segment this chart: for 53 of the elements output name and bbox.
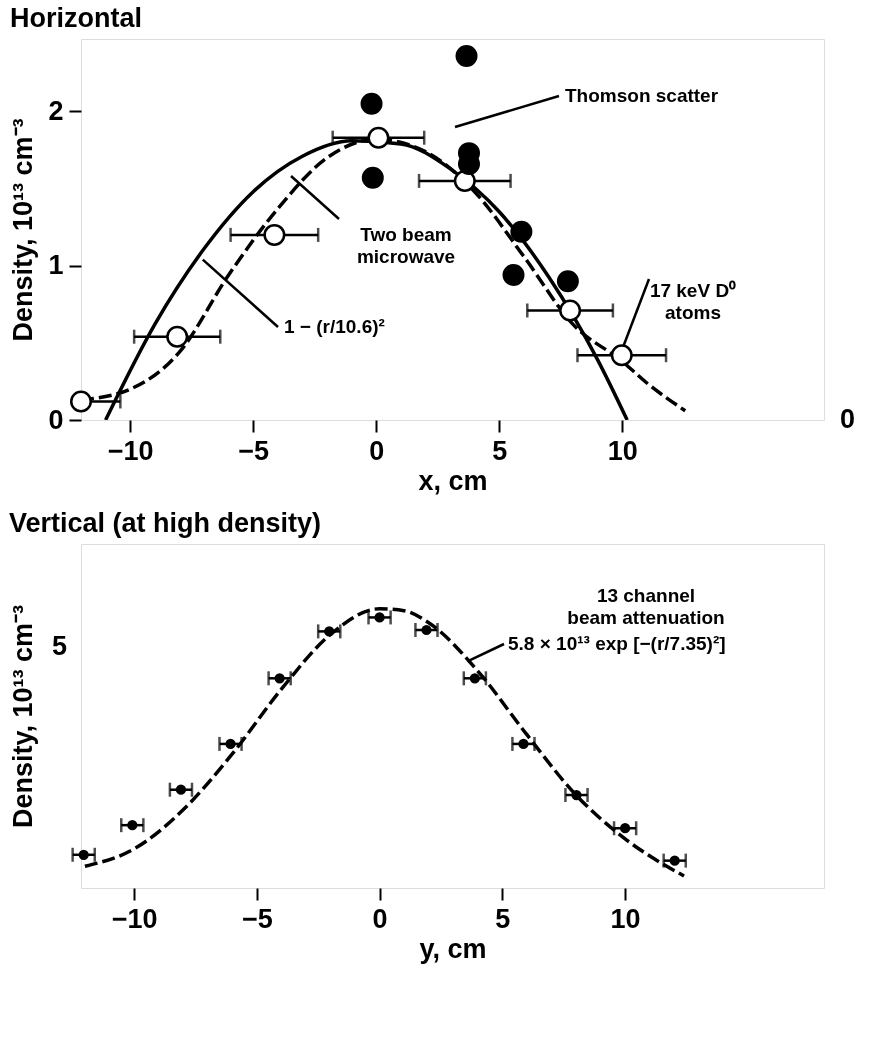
point bbox=[127, 820, 138, 831]
text: 0 bbox=[840, 404, 856, 434]
point bbox=[455, 44, 478, 67]
point bbox=[367, 126, 390, 149]
point bbox=[556, 270, 579, 293]
point bbox=[70, 390, 92, 413]
y-tick-label: 0 bbox=[48, 404, 64, 435]
x-tick-label: 0 bbox=[372, 903, 388, 934]
point bbox=[263, 223, 286, 246]
point bbox=[453, 169, 476, 192]
point bbox=[571, 789, 582, 801]
x-tick-label: 10 bbox=[607, 435, 638, 466]
chart-title: Horizontal bbox=[9, 3, 142, 33]
point bbox=[374, 612, 385, 623]
point bbox=[510, 220, 533, 243]
point bbox=[78, 849, 89, 860]
point bbox=[225, 738, 236, 750]
point bbox=[360, 92, 383, 115]
annotation: Thomson scatter bbox=[565, 85, 719, 106]
point bbox=[502, 264, 525, 286]
text: 5 bbox=[51, 631, 67, 661]
annotation: 1 − (r/10.6)² bbox=[284, 316, 385, 337]
annotation: 17 keV D⁰ atoms bbox=[649, 280, 737, 323]
x-tick-label: 5 bbox=[495, 903, 511, 934]
y-tick-label: 2 bbox=[48, 96, 64, 126]
x-tick-label: 0 bbox=[369, 435, 385, 466]
x-tick-label: −5 bbox=[238, 435, 270, 466]
annotation: 5.8 × 10¹³ exp [−(r/7.35)²] bbox=[508, 633, 726, 654]
point bbox=[166, 325, 189, 348]
x-tick-label: −10 bbox=[111, 903, 158, 934]
x-axis-title: x, cm bbox=[418, 465, 488, 496]
annotation: 13 channel beam attenuation bbox=[567, 585, 725, 628]
y-axis-title: Density, 10¹³ cm⁻³ bbox=[8, 118, 39, 342]
x-tick-label: −10 bbox=[107, 435, 154, 466]
point bbox=[518, 738, 529, 750]
x-tick-label: 10 bbox=[610, 903, 641, 934]
x-tick-label: 5 bbox=[492, 435, 508, 466]
y-tick-label: 1 bbox=[48, 250, 64, 281]
point bbox=[324, 626, 335, 637]
x-axis-title: y, cm bbox=[419, 933, 487, 964]
point bbox=[274, 673, 285, 684]
point bbox=[559, 299, 582, 322]
x-tick-label: −5 bbox=[241, 903, 273, 934]
point bbox=[361, 166, 384, 189]
point bbox=[421, 624, 432, 636]
point bbox=[610, 344, 633, 367]
point bbox=[175, 784, 187, 795]
chart-title: Vertical (at high density) bbox=[9, 508, 322, 538]
point bbox=[469, 673, 480, 684]
annotation: Two beam microwave bbox=[356, 224, 456, 267]
point bbox=[669, 855, 680, 866]
point bbox=[619, 823, 631, 834]
y-axis-title: Density, 10¹³ cm⁻³ bbox=[7, 604, 38, 829]
